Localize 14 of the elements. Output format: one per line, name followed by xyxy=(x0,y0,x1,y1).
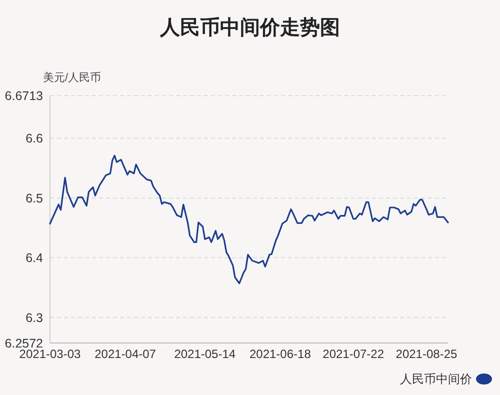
y-axis-title: 美元/人民币 xyxy=(42,71,102,84)
line-series xyxy=(49,154,449,284)
x-tick-label: 2021-06-18 xyxy=(250,347,312,361)
chart-title: 人民币中间价走势图 xyxy=(159,16,340,39)
y-tick-label: 6.6 xyxy=(26,132,44,146)
x-tick-label: 2021-04-07 xyxy=(94,347,156,361)
legend-label: 人民币中间价 xyxy=(400,372,472,386)
x-tick-label: 2021-07-22 xyxy=(322,347,384,361)
y-tick-label: 6.6713 xyxy=(4,89,44,104)
y-tick-label: 6.5 xyxy=(26,191,44,206)
y-tick-label: 6.4 xyxy=(26,251,44,266)
x-tick-label: 2021-05-14 xyxy=(174,347,236,361)
x-tick-label: 2021-08-25 xyxy=(396,347,458,361)
y-tick-label: 6.3 xyxy=(26,310,44,325)
